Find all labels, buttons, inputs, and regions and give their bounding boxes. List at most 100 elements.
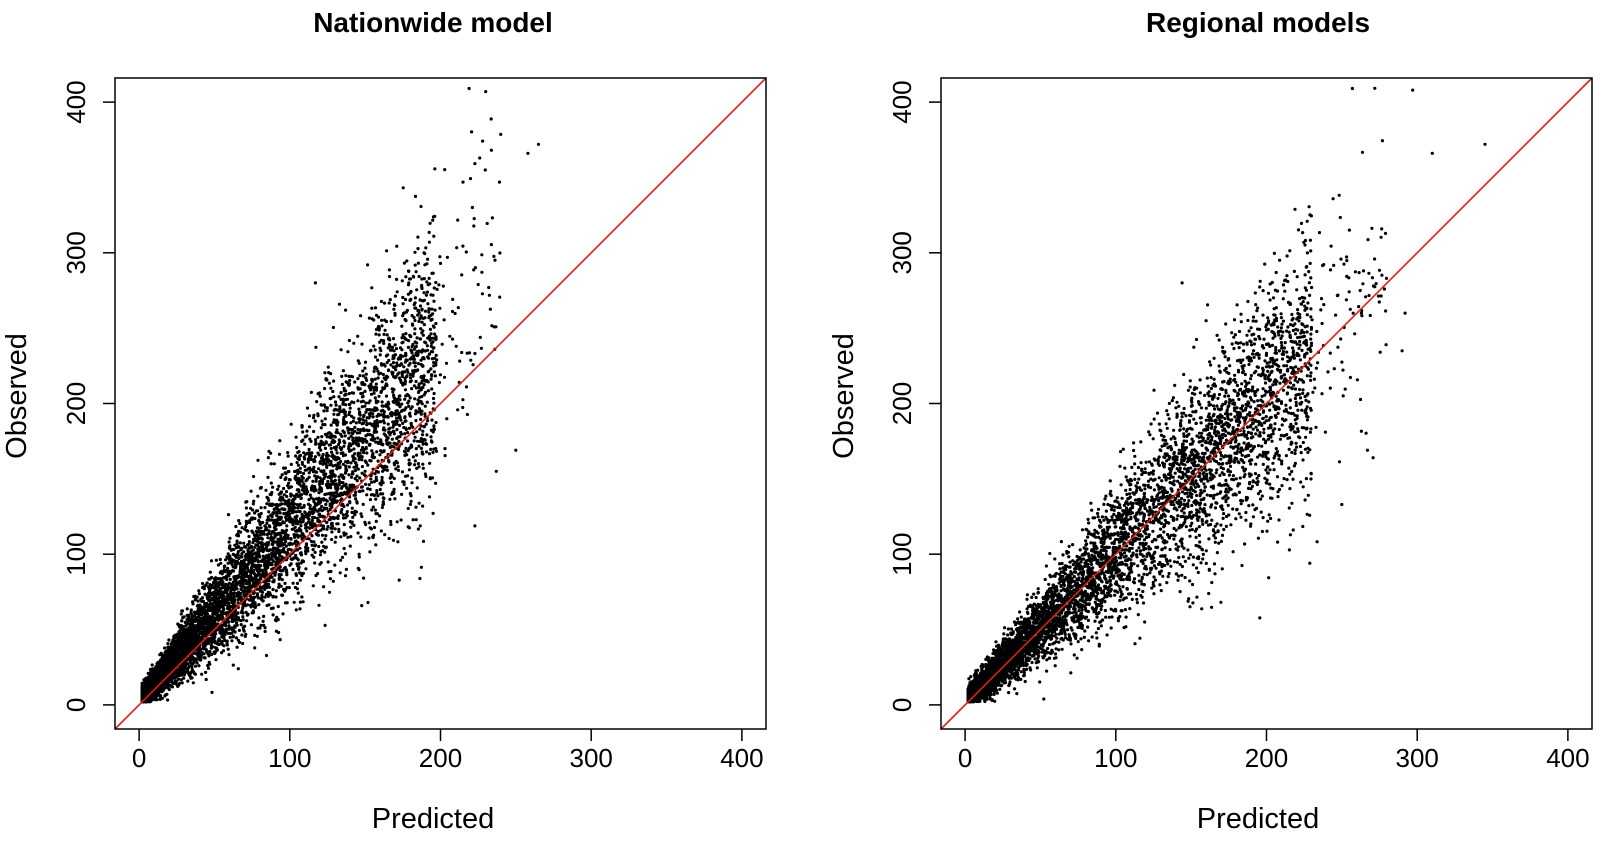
data-point (333, 563, 337, 567)
data-point (397, 371, 401, 375)
data-point (317, 544, 321, 549)
data-point (324, 377, 328, 381)
data-point (317, 482, 322, 486)
data-point (435, 287, 439, 291)
data-point (278, 439, 282, 443)
data-point (289, 537, 293, 541)
data-point (197, 589, 201, 593)
data-point (341, 462, 345, 466)
data-point (353, 380, 357, 384)
data-point (362, 576, 366, 580)
data-point (286, 470, 290, 474)
data-point (313, 516, 317, 520)
data-point (252, 499, 256, 503)
data-point (199, 658, 203, 662)
data-point (318, 394, 322, 398)
data-point (294, 454, 298, 458)
data-point (282, 486, 286, 491)
data-point (271, 606, 275, 610)
data-point (332, 412, 336, 416)
data-point (303, 491, 307, 495)
data-point (396, 468, 401, 472)
data-point (191, 602, 195, 606)
data-point (371, 505, 375, 509)
data-point (296, 535, 300, 539)
data-point (298, 453, 303, 458)
data-point (380, 505, 384, 510)
data-point (404, 353, 408, 357)
data-point (340, 507, 344, 512)
data-point (453, 311, 457, 316)
data-point (228, 635, 232, 640)
data-point (270, 551, 274, 556)
data-point (307, 517, 311, 521)
data-point (346, 350, 350, 354)
data-point (214, 658, 218, 662)
data-point (257, 616, 261, 620)
data-point (340, 451, 344, 455)
data-point (343, 453, 348, 457)
data-point (427, 276, 431, 280)
data-point (264, 581, 268, 585)
data-point (337, 395, 341, 399)
data-point (277, 582, 281, 586)
data-point (465, 412, 469, 417)
data-point (330, 521, 334, 525)
data-point (417, 274, 421, 279)
data-point (429, 377, 433, 381)
data-point (401, 383, 405, 387)
data-point (249, 623, 253, 627)
data-point (298, 551, 302, 556)
data-point (434, 353, 438, 357)
data-point (351, 515, 355, 520)
data-point (241, 618, 245, 622)
data-point (256, 560, 260, 564)
data-point (325, 520, 329, 525)
data-point (239, 623, 243, 627)
data-point (373, 508, 377, 512)
data-point (263, 506, 267, 510)
data-point (226, 607, 230, 611)
x-tick-label: 0 (132, 743, 146, 773)
data-point (327, 381, 331, 385)
data-point (365, 493, 369, 497)
data-point (406, 439, 410, 443)
data-point (326, 454, 330, 458)
data-point (266, 475, 270, 479)
data-point (176, 684, 180, 689)
data-point (333, 434, 337, 439)
data-point (283, 471, 287, 475)
data-point (284, 490, 289, 494)
data-point (376, 436, 380, 440)
data-point (317, 391, 321, 395)
data-point (200, 672, 204, 676)
y-tick-label: 0 (61, 698, 91, 712)
data-point (413, 296, 417, 300)
data-point (421, 429, 425, 433)
data-point (405, 374, 409, 378)
data-point (314, 497, 319, 501)
data-point (323, 386, 327, 391)
data-point (414, 270, 418, 274)
data-point (229, 591, 234, 595)
data-point (308, 493, 312, 497)
data-point (413, 318, 417, 323)
data-point (380, 475, 384, 480)
data-point (300, 488, 304, 492)
data-point (353, 429, 357, 433)
data-point (196, 654, 200, 658)
data-point (313, 543, 318, 547)
data-point (287, 505, 291, 509)
data-point (312, 540, 316, 544)
data-point (310, 553, 314, 557)
data-point (416, 261, 420, 265)
data-point (374, 543, 378, 547)
data-point (312, 413, 316, 417)
data-point (422, 277, 426, 281)
data-point (227, 627, 231, 631)
data-point (437, 380, 441, 385)
data-point (385, 468, 389, 472)
data-point (251, 508, 255, 512)
data-point (303, 510, 307, 514)
data-point (322, 585, 326, 589)
